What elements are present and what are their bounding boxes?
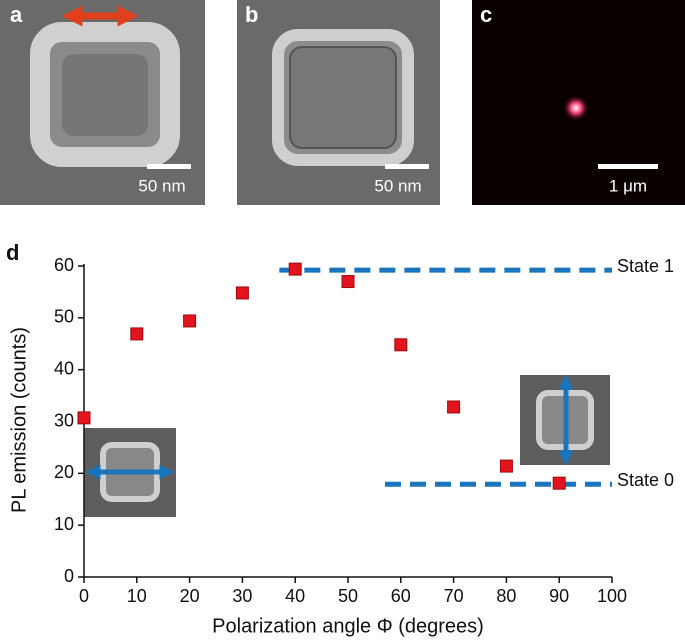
scale-bar-label: 1 μm xyxy=(609,176,647,195)
reference-label: State 0 xyxy=(617,470,674,490)
x-tick-label: 50 xyxy=(338,586,358,606)
y-tick-label: 20 xyxy=(54,462,74,482)
x-tick-label: 40 xyxy=(285,586,305,606)
data-point xyxy=(288,262,302,276)
x-tick-label: 0 xyxy=(79,586,89,606)
panel-c: c 1 μm xyxy=(472,0,685,205)
panel-label: c xyxy=(480,2,492,27)
inset-horizontal xyxy=(84,428,176,517)
panel-label: b xyxy=(245,2,258,27)
data-point xyxy=(341,275,355,289)
x-tick-label: 10 xyxy=(127,586,147,606)
y-tick-label: 60 xyxy=(54,255,74,275)
data-point xyxy=(235,286,249,300)
data-point xyxy=(394,338,408,352)
panel-label: d xyxy=(6,240,19,265)
y-tick-label: 0 xyxy=(64,566,74,586)
data-point xyxy=(77,411,91,425)
y-tick-label: 30 xyxy=(54,410,74,430)
x-tick-label: 80 xyxy=(496,586,516,606)
reference-label: State 1 xyxy=(617,256,674,276)
x-tick-label: 100 xyxy=(597,586,627,606)
panel-a: a 50 nm xyxy=(0,0,205,205)
x-tick-label: 70 xyxy=(444,586,464,606)
x-tick-label: 60 xyxy=(391,586,411,606)
x-axis-title: Polarization angle Φ (degrees) xyxy=(212,615,484,637)
scale-bar-label: 50 nm xyxy=(374,176,421,195)
y-axis-title: PL emission (counts) xyxy=(8,327,30,513)
panel-label: a xyxy=(10,2,23,27)
data-point xyxy=(183,314,197,328)
y-tick-label: 10 xyxy=(54,514,74,534)
x-tick-label: 30 xyxy=(232,586,252,606)
inset-vertical xyxy=(520,374,610,466)
y-tick-label: 50 xyxy=(54,307,74,327)
x-tick-label: 90 xyxy=(549,586,569,606)
data-point xyxy=(552,476,566,490)
data-point xyxy=(447,400,461,414)
data-point xyxy=(499,459,513,473)
panel-b: b 50 nm xyxy=(237,0,440,205)
scale-bar-label: 50 nm xyxy=(138,176,185,195)
y-tick-label: 40 xyxy=(54,358,74,378)
data-point xyxy=(130,327,144,341)
x-tick-label: 20 xyxy=(180,586,200,606)
